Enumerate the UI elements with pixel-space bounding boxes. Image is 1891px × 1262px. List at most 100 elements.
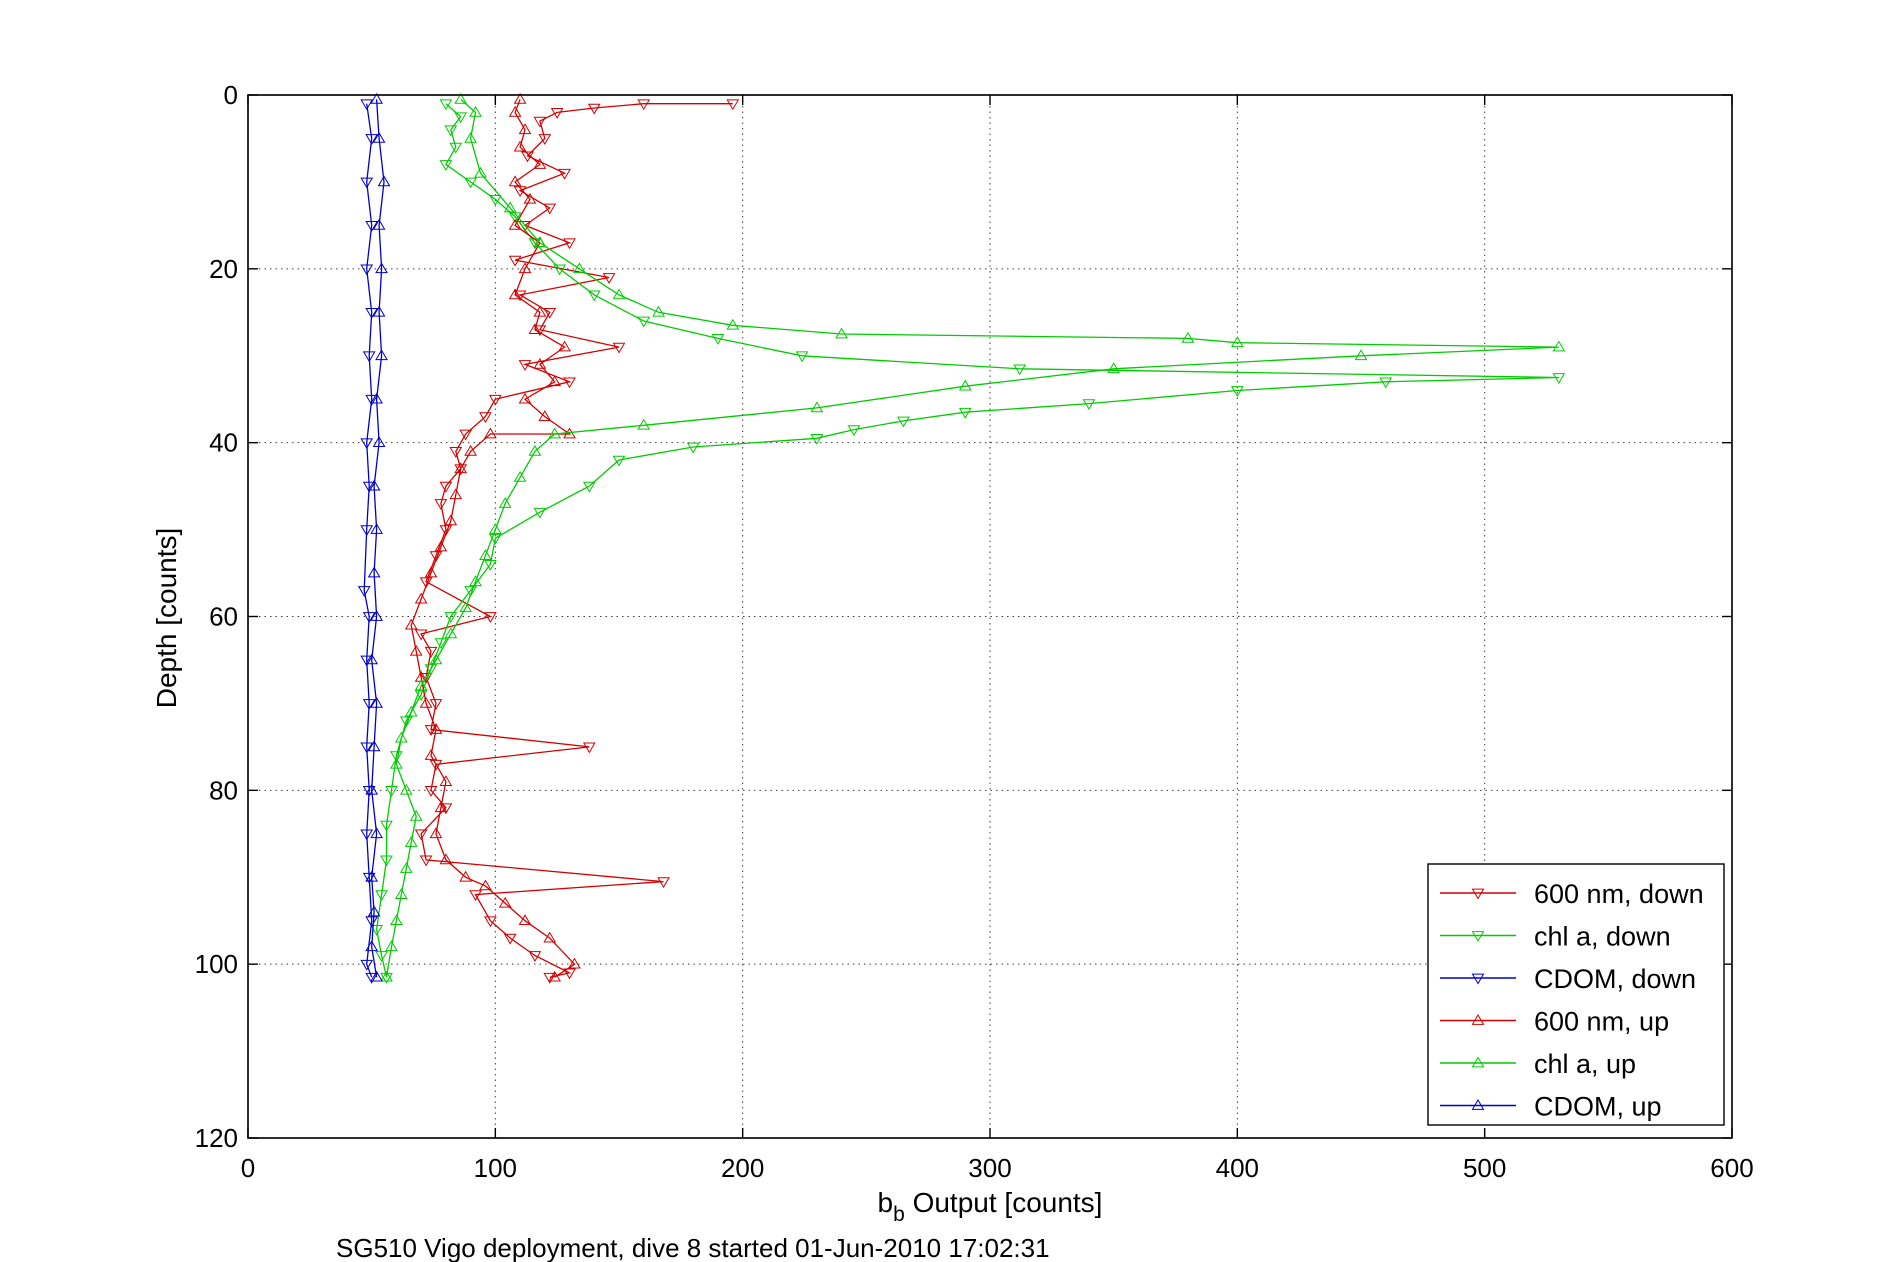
data-point [399, 862, 413, 873]
data-point [488, 523, 502, 534]
data-point [419, 696, 433, 708]
data-point [380, 820, 393, 832]
data-point [1107, 362, 1121, 374]
data-point [370, 827, 383, 839]
data-point [414, 829, 428, 841]
data-point [1230, 336, 1244, 348]
data-point [582, 742, 596, 754]
data-point [543, 931, 557, 943]
y-tick-label: 80 [209, 775, 238, 805]
data-point [548, 970, 562, 982]
x-tick-label: 0 [241, 1153, 255, 1183]
data-point [372, 131, 386, 143]
data-point [424, 749, 438, 760]
data-point [449, 142, 463, 154]
data-point [652, 305, 665, 317]
data-point [726, 318, 740, 330]
series-600-nm-up [404, 92, 581, 982]
legend-item-cdom-up: CDOM, up [1440, 1092, 1662, 1122]
data-point [409, 644, 423, 656]
data-point [469, 575, 482, 587]
data-point [454, 464, 468, 476]
y-tick-label: 100 [195, 949, 238, 979]
data-point [424, 664, 438, 676]
data-point [479, 879, 492, 891]
data-point [479, 412, 492, 424]
data-point [444, 627, 458, 639]
data-point [399, 716, 413, 728]
y-tick-label: 0 [224, 80, 238, 110]
data-point [372, 305, 386, 317]
legend-box [1427, 863, 1725, 1126]
legend-item-chl-a-up: chl a, up [1440, 1049, 1636, 1079]
legend-marker [1471, 1056, 1485, 1068]
data-point [439, 160, 453, 172]
data-point [429, 653, 443, 665]
data-point [419, 855, 433, 867]
data-point [686, 442, 700, 454]
data-point [464, 586, 477, 597]
data-point [1354, 349, 1368, 361]
legend-label: chl a, up [1534, 1049, 1636, 1079]
data-point [563, 968, 576, 980]
data-point [370, 970, 383, 982]
series-line [410, 99, 576, 978]
data-point [414, 592, 428, 604]
data-point [587, 290, 601, 302]
data-point [444, 514, 458, 526]
data-point [810, 433, 824, 445]
data-point [375, 349, 388, 361]
data-point [602, 273, 616, 285]
legend-label: CDOM, down [1534, 964, 1696, 994]
data-point [513, 140, 527, 152]
data-point [513, 470, 527, 482]
data-point [439, 99, 453, 111]
data-point [637, 99, 651, 111]
x-tick-labels: 0 100 200 300 400 500 600 [241, 1153, 1754, 1183]
data-point [390, 914, 403, 926]
data-point [518, 262, 532, 274]
legend-item-600-nm-up: 600 nm, up [1440, 1007, 1669, 1037]
series-chl-a-down [370, 99, 1566, 984]
data-point [508, 105, 522, 117]
data-point [612, 288, 626, 300]
data-point [390, 751, 403, 763]
data-point [380, 855, 393, 867]
legend: 600 nm, down chl a, down CDOM, down 600 nm,… [1427, 863, 1725, 1126]
data-point [360, 959, 374, 971]
data-point [657, 877, 670, 889]
data-point [394, 731, 408, 743]
data-point [508, 175, 522, 187]
data-point [508, 288, 522, 300]
data-point [439, 775, 453, 786]
legend-marker [1471, 973, 1485, 985]
data-point [424, 566, 438, 578]
data-point [424, 725, 438, 736]
y-tick-label: 120 [195, 1123, 238, 1153]
data-point [523, 192, 537, 204]
data-point [399, 783, 413, 795]
data-point [528, 323, 542, 335]
data-point [362, 612, 376, 623]
data-point [1230, 386, 1244, 398]
data-point [454, 112, 468, 124]
data-point [533, 357, 547, 369]
legend-label: 600 nm, up [1534, 1007, 1669, 1037]
data-point [360, 99, 374, 111]
data-point [404, 835, 418, 847]
data-point [429, 759, 443, 771]
data-point [404, 705, 418, 717]
data-point [439, 525, 453, 537]
data-point [360, 655, 374, 667]
legend-item-600-nm-down: 600 nm, down [1440, 879, 1704, 909]
data-point [582, 481, 596, 493]
data-point [464, 444, 477, 456]
data-point [835, 327, 848, 339]
data-point [424, 646, 438, 658]
data-point [726, 99, 740, 111]
data-point [380, 970, 393, 982]
x-axis-label: bb Output [counts] [878, 1187, 1103, 1226]
data-point [637, 316, 651, 328]
data-point [375, 262, 388, 274]
